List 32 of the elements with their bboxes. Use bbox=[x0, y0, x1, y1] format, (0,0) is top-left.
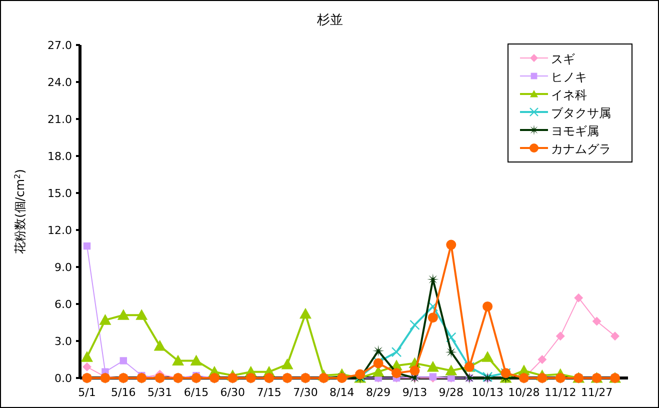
y-tick-label: 9.0 bbox=[54, 261, 72, 274]
x-tick-label: 5/1 bbox=[78, 386, 96, 399]
x-tick-label: 11/27 bbox=[580, 386, 613, 399]
legend-label: カナムグラ bbox=[551, 142, 611, 156]
chart-title: 杉並 bbox=[316, 13, 343, 28]
y-tick-label: 15.0 bbox=[48, 187, 72, 200]
y-tick-label: 6.0 bbox=[54, 298, 72, 311]
y-tick-label: 3.0 bbox=[54, 335, 72, 348]
x-tick-label: 10/13 bbox=[472, 386, 504, 399]
y-tick-label: 0.0 bbox=[54, 372, 72, 385]
y-tick-label: 21.0 bbox=[48, 113, 72, 126]
x-tick-label: 8/14 bbox=[330, 386, 354, 399]
x-tick-label: 10/28 bbox=[508, 386, 540, 399]
y-tick-label: 27.0 bbox=[48, 39, 72, 52]
legend-label: ヒノキ bbox=[551, 70, 587, 84]
x-tick-label: 7/15 bbox=[256, 386, 282, 399]
x-tick-label: 7/30 bbox=[293, 386, 318, 399]
x-tick-label: 6/15 bbox=[184, 386, 209, 399]
x-tick-label: 11/12 bbox=[544, 386, 576, 399]
x-tick-label: 6/30 bbox=[220, 386, 246, 399]
x-tick-label: 9/28 bbox=[438, 386, 464, 399]
y-tick-label: 18.0 bbox=[48, 150, 72, 163]
x-tick-label: 5/16 bbox=[111, 386, 136, 399]
legend-label: スギ bbox=[551, 52, 575, 66]
legend-label: ヨモギ属 bbox=[551, 124, 599, 138]
legend-label: ブタクサ属 bbox=[551, 106, 611, 120]
y-tick-label: 24.0 bbox=[48, 76, 72, 89]
x-tick-label: 9/13 bbox=[402, 386, 428, 399]
legend-label: イネ科 bbox=[551, 88, 587, 102]
x-tick-label: 8/29 bbox=[366, 386, 391, 399]
x-tick-label: 5/31 bbox=[147, 386, 172, 399]
y-tick-label: 12.0 bbox=[48, 224, 72, 237]
